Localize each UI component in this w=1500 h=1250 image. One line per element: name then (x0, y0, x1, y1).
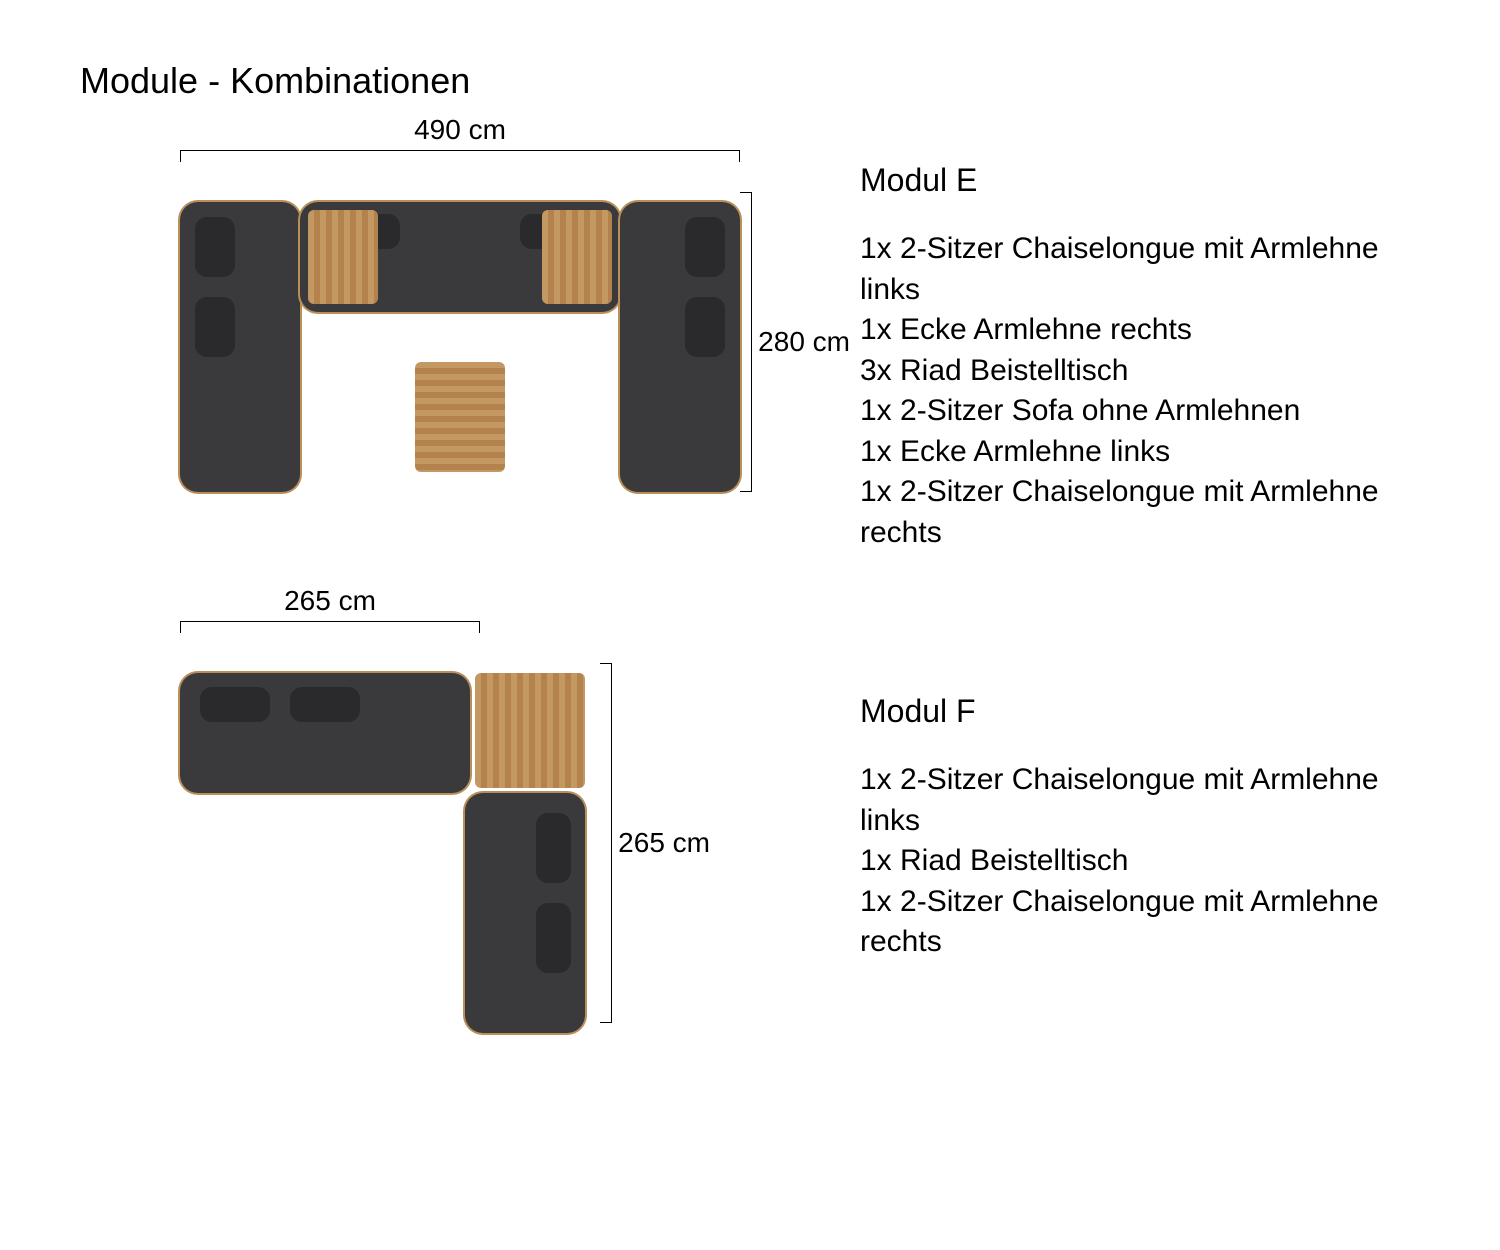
furniture-wood-table (542, 210, 612, 304)
module-e-text: Modul E 1x 2-Sitzer Chaiselongue mit Arm… (840, 162, 1420, 553)
dimension-bar (741, 192, 752, 492)
list-item: 1x Ecke Armlehne rechts (860, 310, 1420, 351)
furniture-cushion (536, 813, 571, 883)
furniture-cushion (200, 687, 270, 722)
module-f-diagram: 265 cm 265 cm (180, 633, 600, 1033)
list-item: 1x 2-Sitzer Sofa ohne Armlehnen (860, 391, 1420, 432)
furniture-cushion (536, 903, 571, 973)
furniture-wood-table (415, 362, 505, 472)
furniture-cushion (685, 217, 725, 277)
list-item: 1x 2-Sitzer Chaiselongue mit Armlehne re… (860, 472, 1420, 553)
list-item: 1x Riad Beistelltisch (860, 841, 1420, 882)
module-e-list: 1x 2-Sitzer Chaiselongue mit Armlehne li… (860, 229, 1420, 553)
list-item: 1x Ecke Armlehne links (860, 432, 1420, 473)
module-e-diagram-col: 490 cm 280 cm (80, 162, 840, 522)
dimension-bar (601, 663, 612, 1023)
furniture-cushion (290, 687, 360, 722)
module-f-height-dimension: 265 cm (601, 663, 710, 1023)
module-f-width-label: 265 cm (284, 585, 376, 616)
module-e-width-label: 490 cm (414, 114, 506, 145)
list-item: 1x 2-Sitzer Chaiselongue mit Armlehne li… (860, 760, 1420, 841)
module-f-diagram-col: 265 cm 265 cm (80, 633, 840, 1033)
module-e-row: 490 cm 280 cm (80, 162, 1420, 553)
module-e-height-dimension: 280 cm (741, 192, 850, 492)
module-f-width-dimension: 265 cm (180, 585, 480, 632)
list-item: 3x Riad Beistelltisch (860, 351, 1420, 392)
module-e-title: Modul E (860, 162, 1420, 199)
furniture-cushion (195, 217, 235, 277)
list-item: 1x 2-Sitzer Chaiselongue mit Armlehne re… (860, 882, 1420, 963)
furniture-seat (180, 202, 300, 492)
page-title: Module - Kombinationen (80, 60, 1420, 102)
list-item: 1x 2-Sitzer Chaiselongue mit Armlehne li… (860, 229, 1420, 310)
furniture-wood-table (308, 210, 378, 304)
dimension-bar (180, 621, 480, 632)
module-e-diagram: 490 cm 280 cm (180, 162, 740, 522)
module-f-height-label: 265 cm (618, 827, 710, 859)
module-e-height-label: 280 cm (758, 326, 850, 358)
module-f-title: Modul F (860, 693, 1420, 730)
dimension-bar (180, 150, 740, 161)
module-f-text: Modul F 1x 2-Sitzer Chaiselongue mit Arm… (840, 633, 1420, 963)
module-f-list: 1x 2-Sitzer Chaiselongue mit Armlehne li… (860, 760, 1420, 963)
module-f-row: 265 cm 265 cm (80, 633, 1420, 1033)
furniture-seat (465, 793, 585, 1033)
furniture-cushion (685, 297, 725, 357)
furniture-seat (180, 673, 470, 793)
furniture-seat (620, 202, 740, 492)
furniture-cushion (195, 297, 235, 357)
module-e-width-dimension: 490 cm (180, 114, 740, 161)
furniture-wood-table (475, 673, 585, 788)
page: Module - Kombinationen 490 cm 280 cm (0, 0, 1500, 1250)
